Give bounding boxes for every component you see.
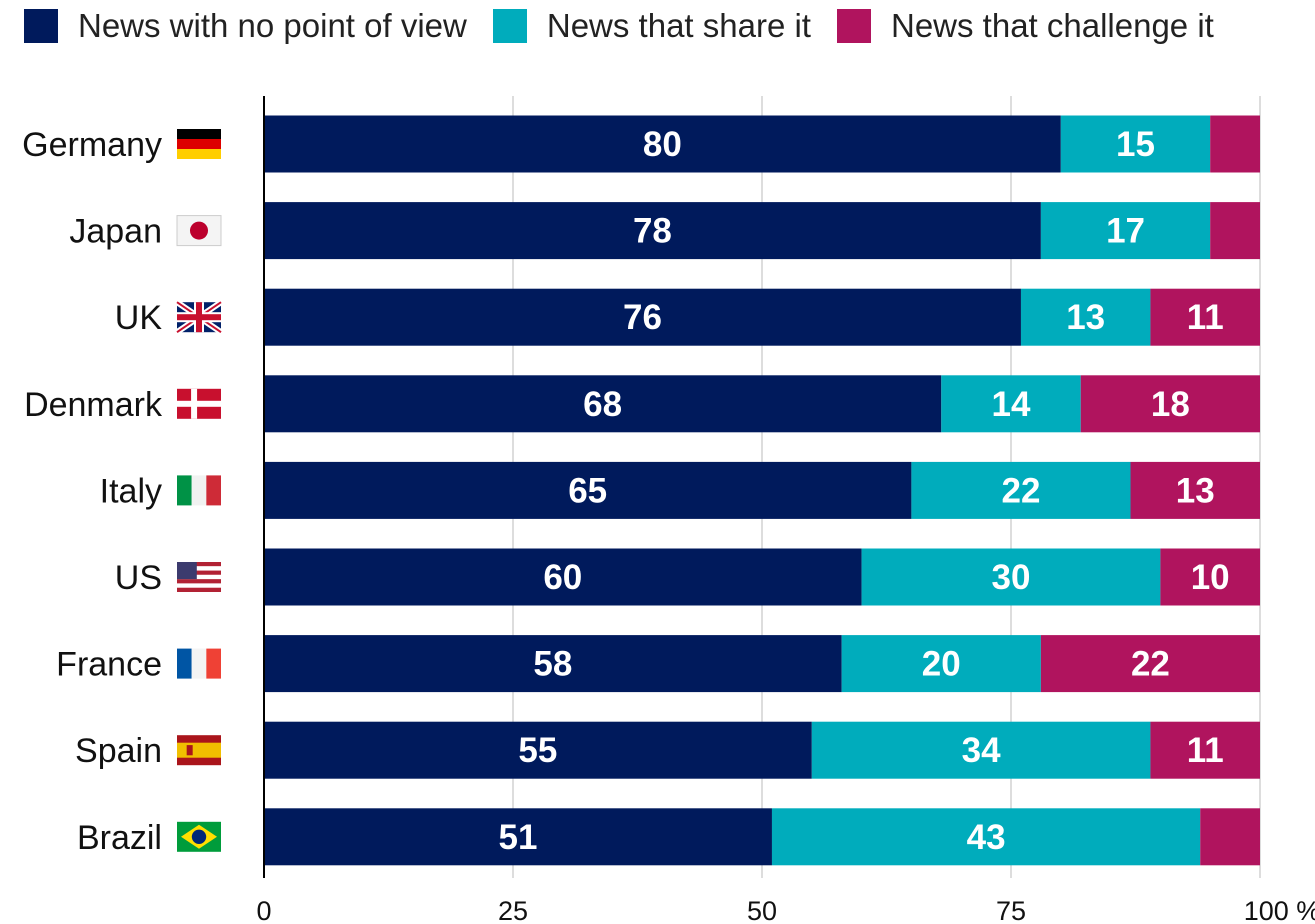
germany-flag-icon bbox=[177, 129, 221, 159]
data-label: 18 bbox=[1151, 385, 1190, 424]
data-label: 51 bbox=[499, 818, 538, 857]
bar-segment bbox=[1210, 202, 1260, 259]
data-label: 30 bbox=[992, 558, 1031, 597]
data-label: 80 bbox=[643, 125, 682, 164]
data-label: 14 bbox=[992, 385, 1031, 424]
x-tick-label: 100 % bbox=[1244, 896, 1315, 924]
category-label: France bbox=[56, 646, 162, 684]
data-label: 17 bbox=[1106, 212, 1145, 251]
us-flag-icon bbox=[177, 562, 221, 592]
data-label: 15 bbox=[1116, 125, 1155, 164]
category-label: UK bbox=[115, 299, 163, 337]
x-tick-label: 50 bbox=[747, 896, 777, 924]
category-label: Denmark bbox=[24, 386, 163, 424]
bars: 80 15 78 17 76 13 11 68 14 18 65 22 13 60 30 10 58 20 22 55… bbox=[264, 116, 1260, 866]
data-label: 11 bbox=[1187, 298, 1224, 337]
data-label: 22 bbox=[1131, 645, 1170, 684]
category-label: Germany bbox=[22, 126, 162, 164]
category-label: US bbox=[115, 559, 162, 597]
spain-flag-icon bbox=[177, 735, 221, 765]
denmark-flag-icon bbox=[177, 389, 221, 419]
data-label: 55 bbox=[518, 731, 557, 770]
japan-flag-icon bbox=[177, 216, 221, 246]
data-label: 20 bbox=[922, 645, 961, 684]
data-label: 65 bbox=[568, 471, 607, 510]
category-labels: Germany Japan UK Denmark Italy US France Spain B… bbox=[22, 126, 221, 857]
x-tick-label: 25 bbox=[498, 896, 528, 924]
data-label: 43 bbox=[967, 818, 1006, 857]
data-label: 78 bbox=[633, 212, 672, 251]
category-label: Brazil bbox=[77, 819, 162, 857]
category-label: Japan bbox=[69, 213, 162, 251]
italy-flag-icon bbox=[177, 475, 221, 505]
data-label: 13 bbox=[1066, 298, 1105, 337]
uk-flag-icon bbox=[177, 302, 221, 332]
x-tick-label: 0 bbox=[256, 896, 271, 924]
category-label: Spain bbox=[75, 732, 162, 770]
x-tick-label: 75 bbox=[996, 896, 1026, 924]
data-label: 34 bbox=[962, 731, 1001, 770]
data-label: 10 bbox=[1191, 558, 1230, 597]
brazil-flag-icon bbox=[177, 822, 221, 852]
data-label: 68 bbox=[583, 385, 622, 424]
category-label: Italy bbox=[100, 472, 162, 510]
data-label: 22 bbox=[1001, 471, 1040, 510]
data-label: 76 bbox=[623, 298, 662, 337]
data-label: 13 bbox=[1176, 471, 1215, 510]
data-label: 58 bbox=[533, 645, 572, 684]
bar-segment bbox=[1210, 116, 1260, 173]
data-label: 60 bbox=[543, 558, 582, 597]
data-label: 11 bbox=[1187, 731, 1224, 770]
bar-segment bbox=[1200, 808, 1260, 865]
france-flag-icon bbox=[177, 649, 221, 679]
